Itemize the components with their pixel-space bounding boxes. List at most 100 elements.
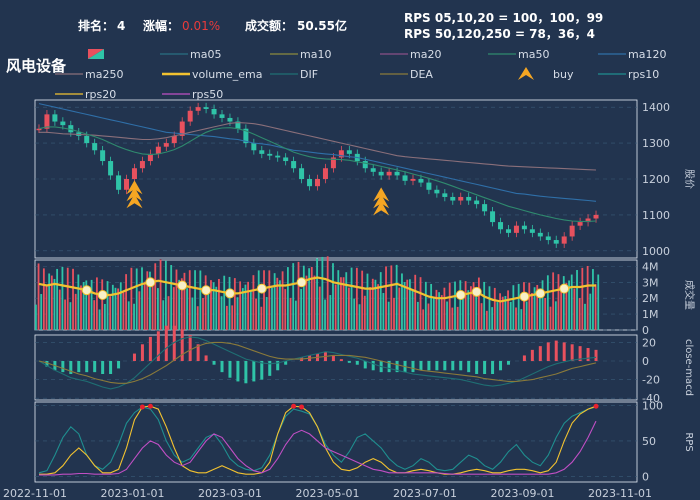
candle-body [569, 225, 575, 237]
volume-bar [58, 289, 61, 330]
macd-bar [363, 361, 367, 369]
legend-label-rps10: rps10 [628, 68, 659, 81]
volume-bar [345, 272, 348, 330]
legend-item-ma10: ma10 [270, 48, 331, 61]
volume-bar [411, 290, 414, 330]
volume-bar [371, 278, 374, 330]
macd-bar [196, 344, 200, 361]
macd-bar [109, 361, 113, 374]
candle-body [227, 117, 233, 122]
legend-swatch-down [88, 49, 104, 59]
volume-bar [430, 283, 433, 330]
macd-bar [164, 325, 168, 361]
buy-arrow-icon [126, 194, 143, 209]
candle-body [561, 236, 567, 244]
volume-bar [509, 301, 512, 330]
candle-body [84, 135, 90, 144]
volume-bar [488, 286, 491, 330]
volume-bar [239, 281, 242, 330]
candle-body [108, 161, 114, 176]
volume-bar [456, 306, 459, 330]
macd-bar [69, 361, 73, 374]
series-line-rps20 [39, 405, 597, 475]
buy-arrow-icon [373, 201, 390, 216]
candle-body [259, 150, 265, 154]
volume-bar [435, 289, 438, 330]
candle-body [60, 121, 66, 126]
volume-bar [228, 276, 231, 330]
volume-bar [268, 270, 271, 330]
volume-bar [178, 279, 181, 330]
volume-bar [276, 277, 279, 330]
volume-bar [244, 284, 247, 330]
macd-bar [522, 355, 526, 361]
volume-bar [122, 292, 125, 330]
volume-bar [565, 283, 568, 330]
price-tick-label: 1200 [642, 173, 670, 186]
candle-body [553, 240, 559, 244]
volume-marker [296, 277, 307, 288]
volume-bar [260, 306, 263, 330]
volume-bar [419, 277, 422, 330]
volume-marker [455, 290, 466, 300]
macd-bar [395, 361, 399, 373]
volume-bar [188, 270, 191, 330]
volume-bar [382, 293, 385, 330]
macd-bar [188, 335, 192, 361]
candle-body [267, 153, 273, 156]
rps-peak-marker [299, 404, 305, 410]
macd-bar [172, 325, 176, 361]
volume-bar [183, 272, 186, 330]
candle-body [235, 121, 241, 129]
volume-bar [159, 259, 162, 330]
turnover-value: 50.55亿 [297, 18, 347, 33]
rps-frame [34, 401, 638, 483]
macd-bar [506, 361, 510, 365]
volume-bar [507, 290, 509, 330]
candle-body [283, 157, 289, 162]
volume-bar [377, 284, 379, 330]
candle-body [92, 143, 98, 151]
price-axis-label: 股价 [683, 169, 695, 189]
legend-label-ma10: ma10 [300, 48, 331, 61]
volume-bar [252, 275, 255, 330]
candle-body [434, 189, 440, 194]
macd-bar [45, 361, 49, 367]
volume-bar [255, 298, 257, 330]
candle-body [378, 171, 384, 176]
volume-bar [597, 274, 600, 330]
candle-body [386, 171, 392, 176]
volume-bar [316, 258, 318, 330]
volume-bar [477, 277, 480, 330]
volume-bar [56, 268, 59, 330]
volume-bar [241, 288, 244, 330]
candle-body [577, 222, 583, 226]
volume-marker [177, 280, 188, 291]
legend-item-ma20: ma20 [380, 48, 441, 61]
x-tick-label: 2023-03-01 [198, 487, 262, 500]
volume-bar [40, 294, 43, 330]
volume-bar [98, 309, 101, 330]
volume-bar [454, 281, 456, 330]
volume-bar [517, 283, 520, 330]
volume-bar [594, 284, 597, 330]
volume-bar [578, 298, 581, 330]
candle-body [537, 232, 543, 237]
candle-body [322, 168, 328, 179]
candle-body [155, 146, 161, 154]
series-line-volume_ema [38, 276, 596, 303]
volume-bar [294, 300, 297, 330]
volume-bar [199, 270, 202, 330]
series-line-ma250 [39, 122, 597, 171]
macd-bar [347, 361, 351, 363]
volume-bar [263, 270, 265, 330]
volume-bar [194, 270, 196, 330]
volume-bar [355, 267, 358, 330]
volume-bar [172, 287, 175, 330]
volume-bar [568, 280, 570, 330]
x-tick-label: 2023-01-01 [101, 487, 165, 500]
volume-bar [552, 272, 555, 330]
legend-item-ma250: ma250 [55, 68, 123, 81]
candle-body [466, 196, 472, 201]
